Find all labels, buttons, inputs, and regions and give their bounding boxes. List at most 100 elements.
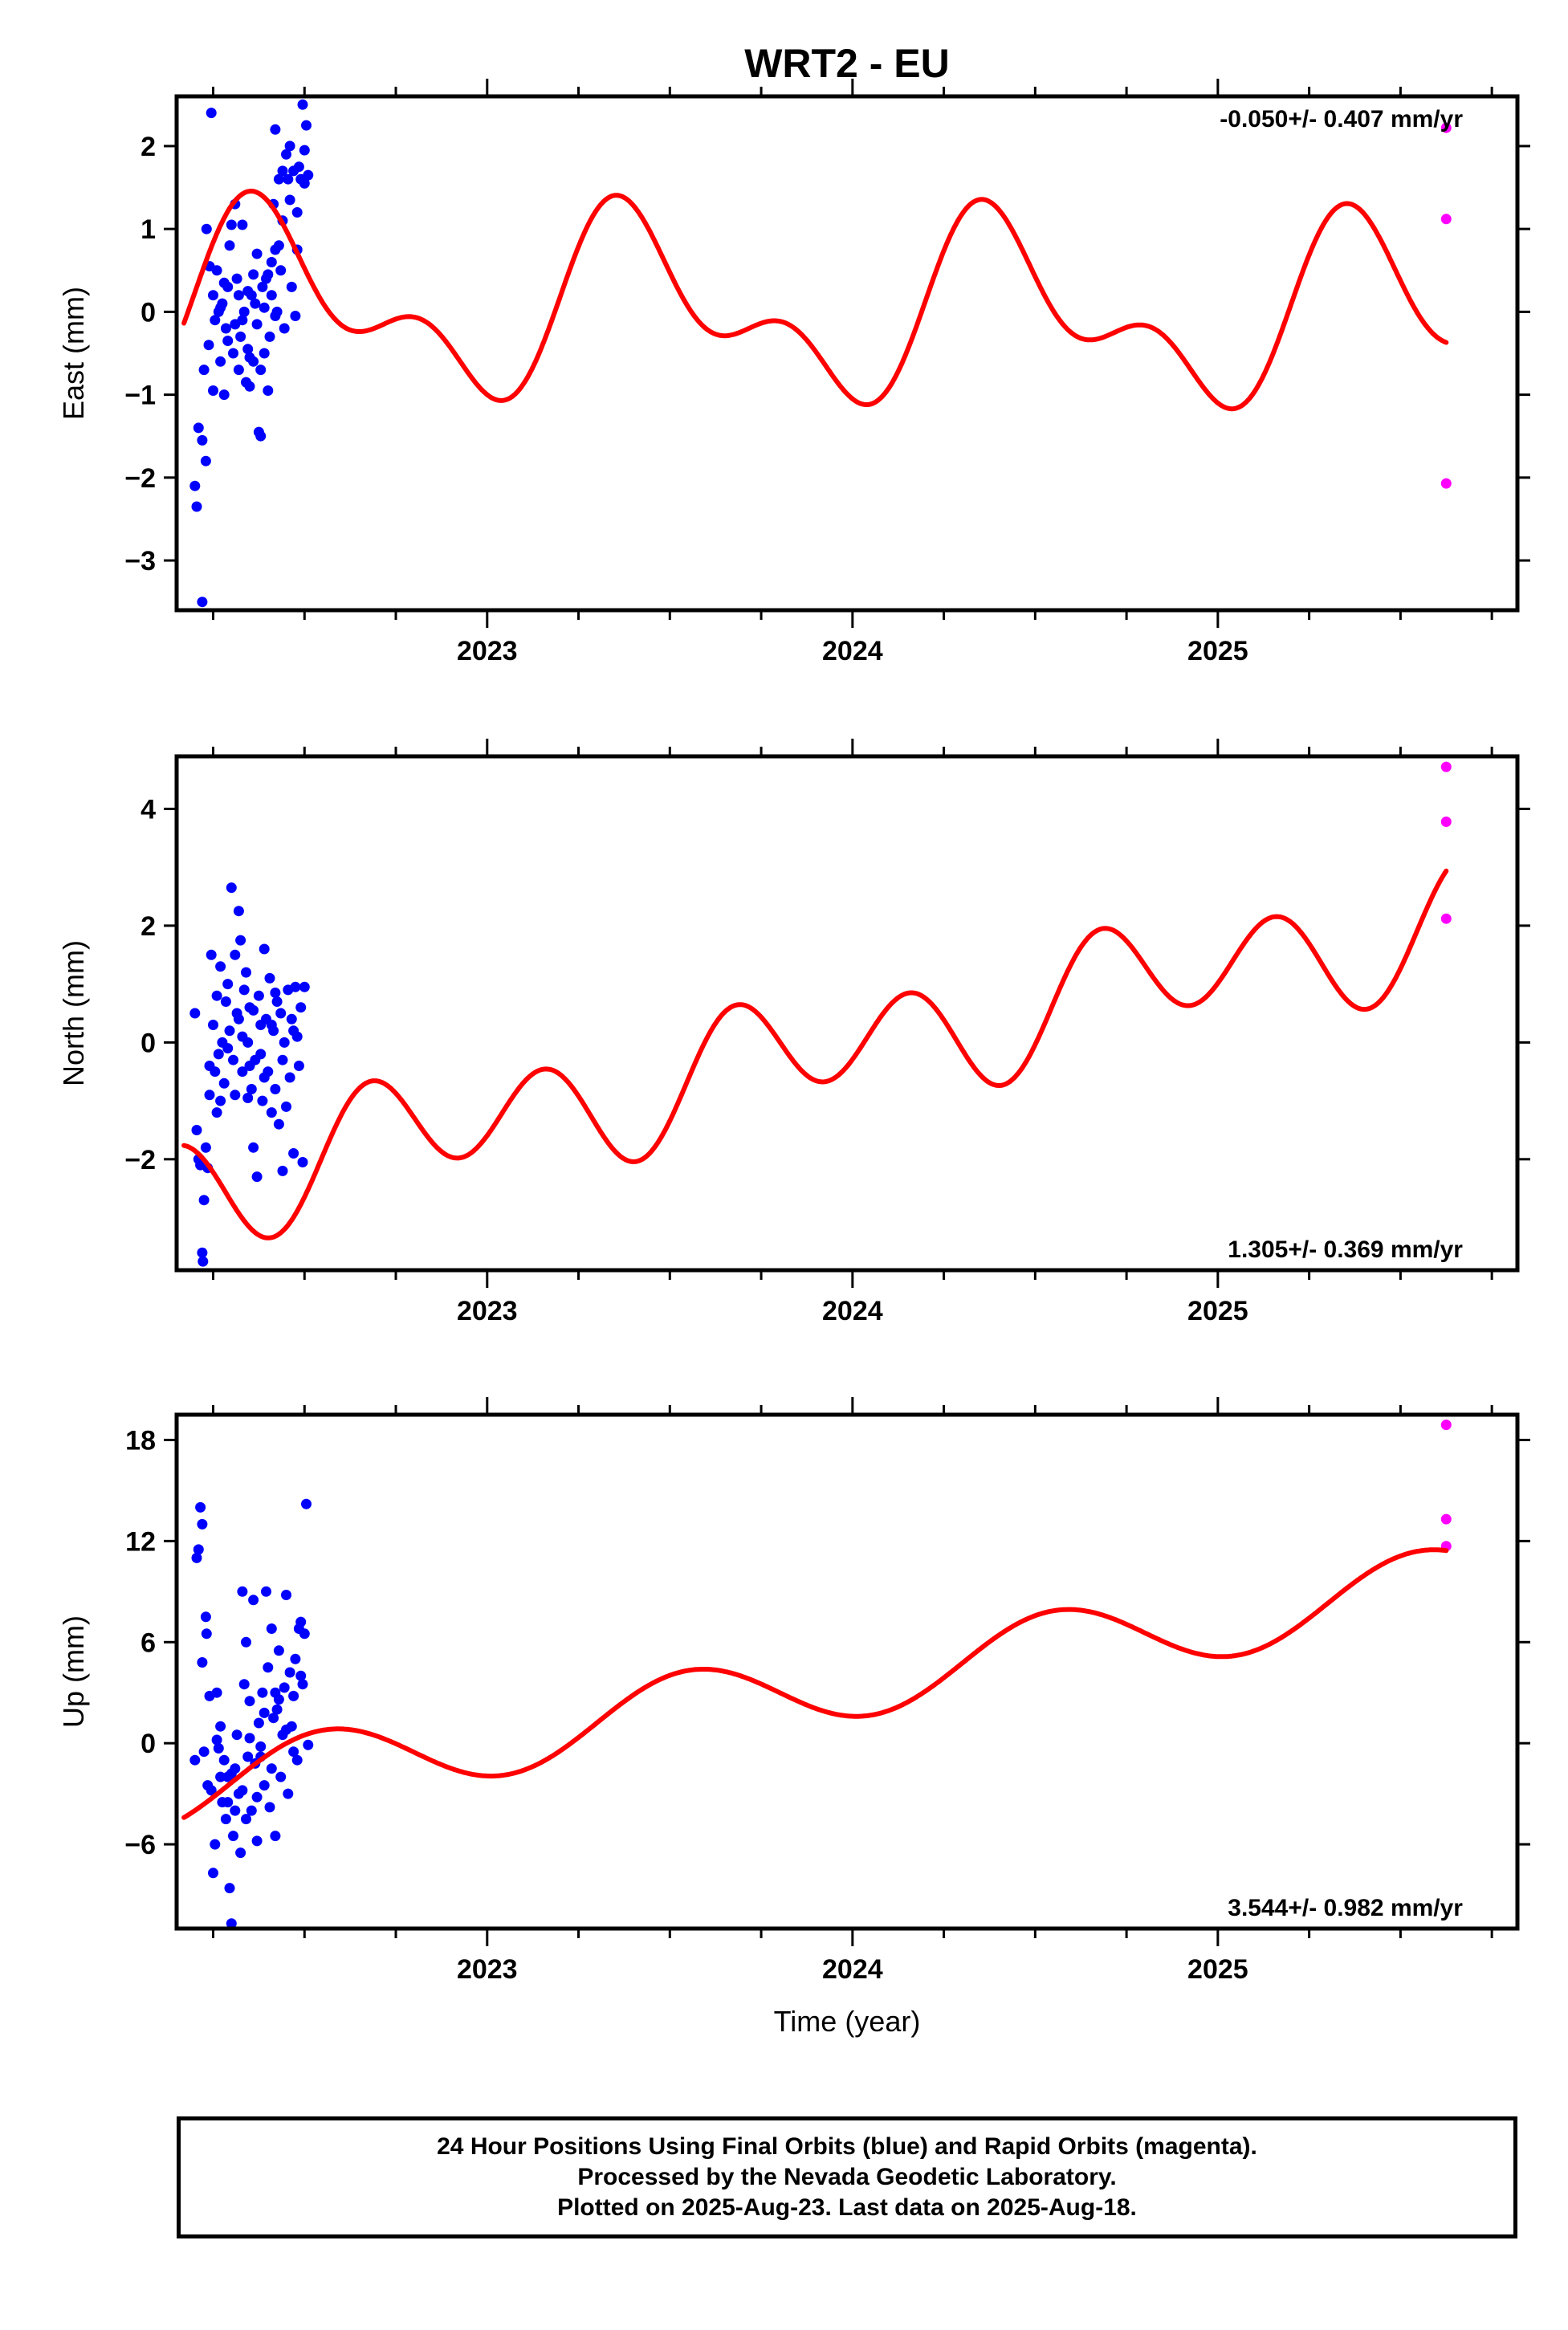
north-final-orbit-point xyxy=(266,1107,277,1118)
up-final-orbit-point xyxy=(266,1623,277,1634)
up-final-orbit-point xyxy=(248,1595,259,1606)
up-final-orbit-point xyxy=(270,1687,281,1698)
north-x-tick-label: 2024 xyxy=(822,1296,883,1326)
east-final-orbit-point xyxy=(291,207,303,218)
north-final-orbit-point xyxy=(253,990,264,1001)
east-final-orbit-point xyxy=(257,281,268,292)
up-rate-label: 3.544+/- 0.982 mm/yr xyxy=(1228,1895,1463,1921)
north-final-orbit-point xyxy=(295,1002,307,1013)
up-final-orbit-point xyxy=(237,1586,248,1597)
footer-caption-box: 24 Hour Positions Using Final Orbits (bl… xyxy=(177,2116,1517,2238)
up-final-orbit-point xyxy=(230,1805,241,1816)
up-final-orbit-point xyxy=(237,1785,248,1796)
up-final-orbit-point xyxy=(288,1746,299,1758)
up-final-orbit-point xyxy=(295,1616,307,1627)
up-final-orbit-point xyxy=(246,1805,257,1816)
north-final-orbit-point xyxy=(241,967,251,978)
east-final-orbit-point xyxy=(290,311,301,321)
east-y-tick-label: −2 xyxy=(124,463,156,494)
east-final-orbit-point xyxy=(259,348,270,359)
east-final-orbit-point xyxy=(222,336,234,346)
up-plot-frame xyxy=(174,1412,1520,1931)
up-final-orbit-point xyxy=(301,1498,312,1509)
east-final-orbit-point xyxy=(215,302,226,313)
north-final-orbit-point xyxy=(215,961,226,972)
east-y-tick-label: 0 xyxy=(141,297,156,328)
north-rapid-orbit-point xyxy=(1440,817,1452,827)
east-final-orbit-point xyxy=(277,165,288,177)
up-final-orbit-point xyxy=(222,1797,234,1808)
up-final-orbit-point xyxy=(251,1791,263,1802)
up-final-orbit-point xyxy=(224,1883,235,1894)
up-final-orbit-point xyxy=(288,1690,299,1701)
up-final-orbit-point xyxy=(257,1687,268,1698)
north-final-orbit-point xyxy=(237,1031,248,1042)
north-final-orbit-point xyxy=(237,1066,248,1077)
east-final-orbit-point xyxy=(255,430,267,442)
up-x-tick-label: 2025 xyxy=(1187,1954,1248,1985)
east-final-orbit-point xyxy=(297,99,308,110)
east-final-orbit-point xyxy=(210,315,221,326)
up-final-orbit-point xyxy=(191,1552,202,1563)
north-final-orbit-point xyxy=(220,996,231,1007)
up-final-orbit-point xyxy=(244,1733,255,1744)
north-final-orbit-point xyxy=(211,990,222,1001)
up-final-orbit-point xyxy=(290,1653,301,1664)
east-final-orbit-point xyxy=(242,344,254,355)
north-final-orbit-point xyxy=(224,1025,235,1037)
east-final-orbit-point xyxy=(281,149,291,160)
up-final-orbit-point xyxy=(235,1847,246,1859)
east-final-orbit-point xyxy=(224,240,235,251)
up-final-orbit-point xyxy=(284,1667,295,1678)
north-final-orbit-point xyxy=(230,949,241,960)
east-final-orbit-point xyxy=(266,290,277,301)
east-final-orbit-point xyxy=(244,381,255,392)
east-final-orbit-point xyxy=(198,365,210,376)
north-model-curve xyxy=(181,868,1449,1240)
north-final-orbit-point xyxy=(213,1049,224,1060)
north-y-tick-label: −2 xyxy=(124,1145,156,1175)
up-rapid-orbit-point xyxy=(1440,1513,1452,1525)
east-final-orbit-point xyxy=(251,248,263,259)
east-final-orbit-point xyxy=(215,356,226,367)
east-final-orbit-point xyxy=(270,124,281,135)
up-final-orbit-point xyxy=(215,1771,226,1782)
up-final-orbit-point xyxy=(242,1751,254,1762)
north-final-orbit-point xyxy=(235,935,246,946)
east-final-orbit-point xyxy=(266,257,277,267)
up-final-orbit-point xyxy=(215,1721,226,1732)
east-final-orbit-point xyxy=(263,269,274,280)
east-final-orbit-point xyxy=(251,319,263,330)
up-final-orbit-point xyxy=(297,1679,308,1690)
north-final-orbit-point xyxy=(222,1043,234,1054)
east-y-tick-label: 2 xyxy=(141,132,156,162)
up-final-orbit-point xyxy=(189,1754,201,1766)
up-final-orbit-point xyxy=(218,1754,230,1766)
up-final-orbit-point xyxy=(195,1501,206,1513)
up-final-orbit-point xyxy=(213,1743,224,1754)
east-final-orbit-point xyxy=(238,306,250,317)
east-final-orbit-point xyxy=(284,141,295,152)
east-final-orbit-point xyxy=(230,319,241,330)
north-panel: 2023 2024 2025 −2 0 2 4 North (mm) 1.305+/- 0.… xyxy=(57,739,1530,1326)
east-final-orbit-point xyxy=(235,331,246,342)
north-final-orbit-point xyxy=(257,1095,268,1106)
north-final-orbit-point xyxy=(273,1118,284,1130)
east-final-orbit-point xyxy=(228,348,238,359)
up-final-orbit-point xyxy=(299,1628,310,1640)
up-y-axis-label: Up (mm) xyxy=(57,1615,90,1728)
up-final-orbit-point xyxy=(279,1682,290,1693)
north-final-orbit-point xyxy=(198,1195,210,1206)
up-final-orbit-point xyxy=(281,1590,291,1600)
east-x-tick-label: 2023 xyxy=(457,636,518,666)
north-final-orbit-point xyxy=(277,1165,288,1176)
east-final-orbit-point xyxy=(293,161,304,173)
up-final-orbit-point xyxy=(244,1696,255,1707)
east-final-orbit-point xyxy=(303,169,314,181)
east-final-orbit-point xyxy=(263,385,274,396)
up-final-orbit-point xyxy=(259,1707,270,1718)
up-final-orbit-point xyxy=(271,1704,283,1715)
north-final-orbit-point xyxy=(277,1054,288,1065)
up-final-orbit-point xyxy=(261,1586,271,1597)
north-final-orbit-point xyxy=(246,1084,257,1094)
